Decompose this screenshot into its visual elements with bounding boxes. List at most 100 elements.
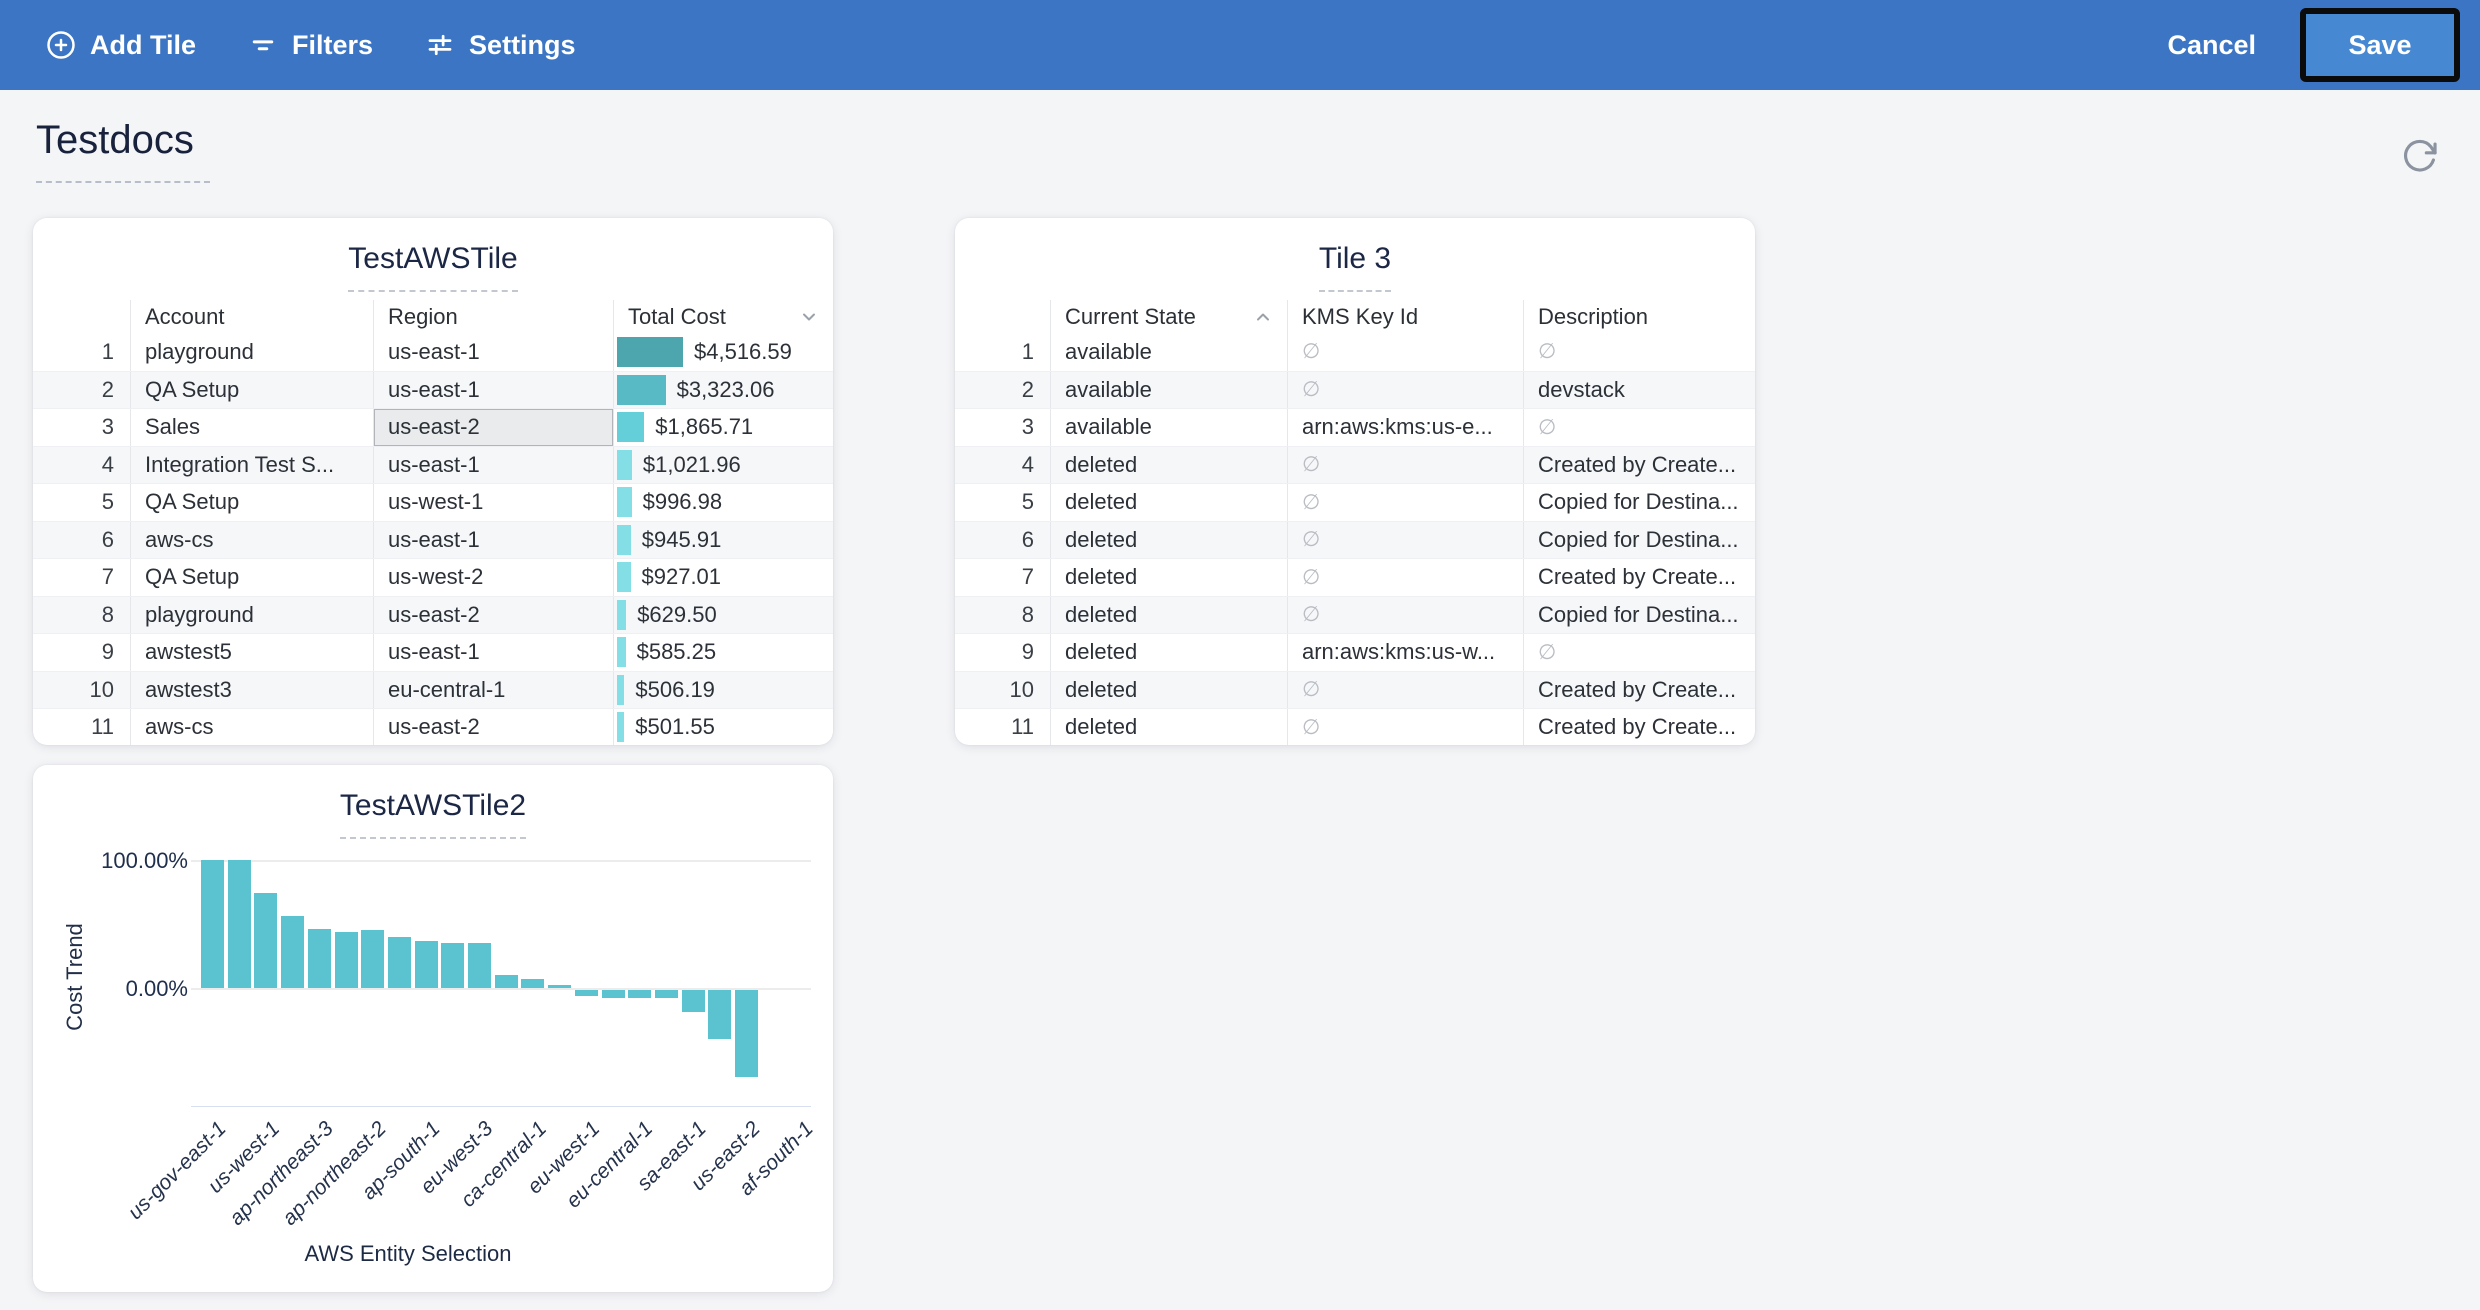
cell-kms-key-id[interactable]: ∅ (1287, 484, 1523, 521)
cell-total-cost[interactable]: $629.50 (613, 596, 833, 633)
cell-current-state[interactable]: deleted (1050, 559, 1287, 596)
chart-bar[interactable] (521, 979, 545, 988)
cell-kms-key-id[interactable]: ∅ (1287, 521, 1523, 558)
cell-current-state[interactable]: deleted (1050, 634, 1287, 671)
table-row[interactable]: 1 available ∅ ∅ (955, 333, 1755, 371)
table-row[interactable]: 10 awstest3 eu-central-1 $506.19 (33, 670, 833, 708)
cell-account[interactable]: QA Setup (130, 371, 373, 408)
chart-bar[interactable] (601, 990, 625, 998)
table-row[interactable]: 8 playground us-east-2 $629.50 (33, 595, 833, 633)
column-header-region[interactable]: Region (373, 300, 613, 333)
table-row[interactable]: 10 deleted ∅ Created by Create... (955, 670, 1755, 708)
cell-current-state[interactable]: deleted (1050, 709, 1287, 745)
chart-bar[interactable] (227, 860, 251, 988)
chart-bar[interactable] (628, 990, 652, 998)
cell-account[interactable]: QA Setup (130, 559, 373, 596)
cell-account[interactable]: playground (130, 596, 373, 633)
table-row[interactable]: 1 playground us-east-1 $4,516.59 (33, 333, 833, 371)
cell-region[interactable]: us-east-1 (373, 521, 613, 558)
cell-account[interactable]: Sales (130, 409, 373, 446)
column-header-current-state[interactable]: Current State (1050, 300, 1287, 333)
cell-region[interactable]: us-east-1 (373, 371, 613, 408)
table-row[interactable]: 5 deleted ∅ Copied for Destina... (955, 483, 1755, 521)
chart-bar[interactable] (441, 943, 465, 988)
table-row[interactable]: 4 Integration Test S... us-east-1 $1,021.96 (33, 445, 833, 483)
cell-account[interactable]: awstest5 (130, 634, 373, 671)
save-button[interactable]: Save (2300, 8, 2460, 82)
cell-description[interactable]: ∅ (1523, 634, 1755, 671)
cell-total-cost[interactable]: $1,021.96 (613, 446, 833, 483)
cell-description[interactable]: Copied for Destina... (1523, 596, 1755, 633)
chart-bar[interactable] (254, 893, 278, 988)
cell-region[interactable]: us-east-1 (373, 634, 613, 671)
cell-account[interactable]: playground (130, 333, 373, 371)
column-header-kms-key-id[interactable]: KMS Key Id (1287, 300, 1523, 333)
refresh-button[interactable] (2396, 134, 2444, 182)
table-row[interactable]: 7 deleted ∅ Created by Create... (955, 558, 1755, 596)
cell-total-cost[interactable]: $945.91 (613, 521, 833, 558)
cell-current-state[interactable]: available (1050, 333, 1287, 371)
chart-bar[interactable] (361, 930, 385, 988)
cell-total-cost[interactable]: $501.55 (613, 709, 833, 745)
cell-region[interactable]: us-west-2 (373, 559, 613, 596)
cell-current-state[interactable]: deleted (1050, 484, 1287, 521)
chart-bar[interactable] (735, 990, 758, 1077)
cell-region[interactable]: eu-central-1 (373, 671, 613, 708)
chart-bar[interactable] (548, 985, 572, 988)
chart-bar[interactable] (708, 990, 732, 1039)
tile-testawstile2[interactable]: TestAWSTile2 100.00% 0.00% Cost Trend us-go… (33, 765, 833, 1292)
cell-description[interactable]: Created by Create... (1523, 671, 1755, 708)
chart-bar[interactable] (334, 931, 358, 988)
cell-description[interactable]: devstack (1523, 371, 1755, 408)
cell-account[interactable]: aws-cs (130, 709, 373, 745)
cell-total-cost[interactable]: $4,516.59 (613, 333, 833, 371)
column-header-total-cost[interactable]: Total Cost (613, 300, 833, 333)
chart-bar[interactable] (654, 990, 678, 998)
cell-description[interactable]: Created by Create... (1523, 559, 1755, 596)
cell-account[interactable]: awstest3 (130, 671, 373, 708)
cell-region[interactable]: us-east-1 (373, 333, 613, 371)
cell-current-state[interactable]: deleted (1050, 671, 1287, 708)
chart-bar[interactable] (574, 990, 598, 997)
cell-total-cost[interactable]: $996.98 (613, 484, 833, 521)
cell-description[interactable]: Created by Create... (1523, 709, 1755, 745)
cell-region[interactable]: us-east-2 (373, 409, 613, 446)
table-row[interactable]: 11 deleted ∅ Created by Create... (955, 708, 1755, 745)
table-row[interactable]: 2 QA Setup us-east-1 $3,323.06 (33, 370, 833, 408)
cell-total-cost[interactable]: $585.25 (613, 634, 833, 671)
cell-total-cost[interactable]: $3,323.06 (613, 371, 833, 408)
table-row[interactable]: 11 aws-cs us-east-2 $501.55 (33, 708, 833, 745)
table-row[interactable]: 3 available arn:aws:kms:us-e... ∅ (955, 408, 1755, 446)
cell-region[interactable]: us-west-1 (373, 484, 613, 521)
cell-account[interactable]: Integration Test S... (130, 446, 373, 483)
chart-bar[interactable] (307, 929, 331, 988)
chart-bar[interactable] (414, 940, 438, 988)
chart-bar[interactable] (281, 916, 305, 988)
filters-button[interactable]: Filters (248, 30, 373, 61)
table-row[interactable]: 9 awstest5 us-east-1 $585.25 (33, 633, 833, 671)
cell-current-state[interactable]: available (1050, 409, 1287, 446)
cell-region[interactable]: us-east-2 (373, 596, 613, 633)
cell-region[interactable]: us-east-1 (373, 446, 613, 483)
cell-kms-key-id[interactable]: ∅ (1287, 371, 1523, 408)
cell-total-cost[interactable]: $506.19 (613, 671, 833, 708)
table-row[interactable]: 2 available ∅ devstack (955, 370, 1755, 408)
cell-kms-key-id[interactable]: arn:aws:kms:us-e... (1287, 409, 1523, 446)
cell-kms-key-id[interactable]: ∅ (1287, 709, 1523, 745)
cell-region[interactable]: us-east-2 (373, 709, 613, 745)
table-row[interactable]: 5 QA Setup us-west-1 $996.98 (33, 483, 833, 521)
tile-testawstile[interactable]: TestAWSTile Account Region Total Cost 1 play… (33, 218, 833, 745)
cell-description[interactable]: Copied for Destina... (1523, 484, 1755, 521)
cell-kms-key-id[interactable]: ∅ (1287, 333, 1523, 371)
cell-kms-key-id[interactable]: ∅ (1287, 559, 1523, 596)
column-header-account[interactable]: Account (130, 300, 373, 333)
cell-kms-key-id[interactable]: ∅ (1287, 446, 1523, 483)
cancel-button[interactable]: Cancel (2167, 29, 2256, 60)
table-row[interactable]: 7 QA Setup us-west-2 $927.01 (33, 558, 833, 596)
table-row[interactable]: 9 deleted arn:aws:kms:us-w... ∅ (955, 633, 1755, 671)
chart-bar[interactable] (681, 990, 705, 1012)
cell-account[interactable]: QA Setup (130, 484, 373, 521)
cell-current-state[interactable]: deleted (1050, 521, 1287, 558)
cell-kms-key-id[interactable]: arn:aws:kms:us-w... (1287, 634, 1523, 671)
cell-current-state[interactable]: deleted (1050, 596, 1287, 633)
